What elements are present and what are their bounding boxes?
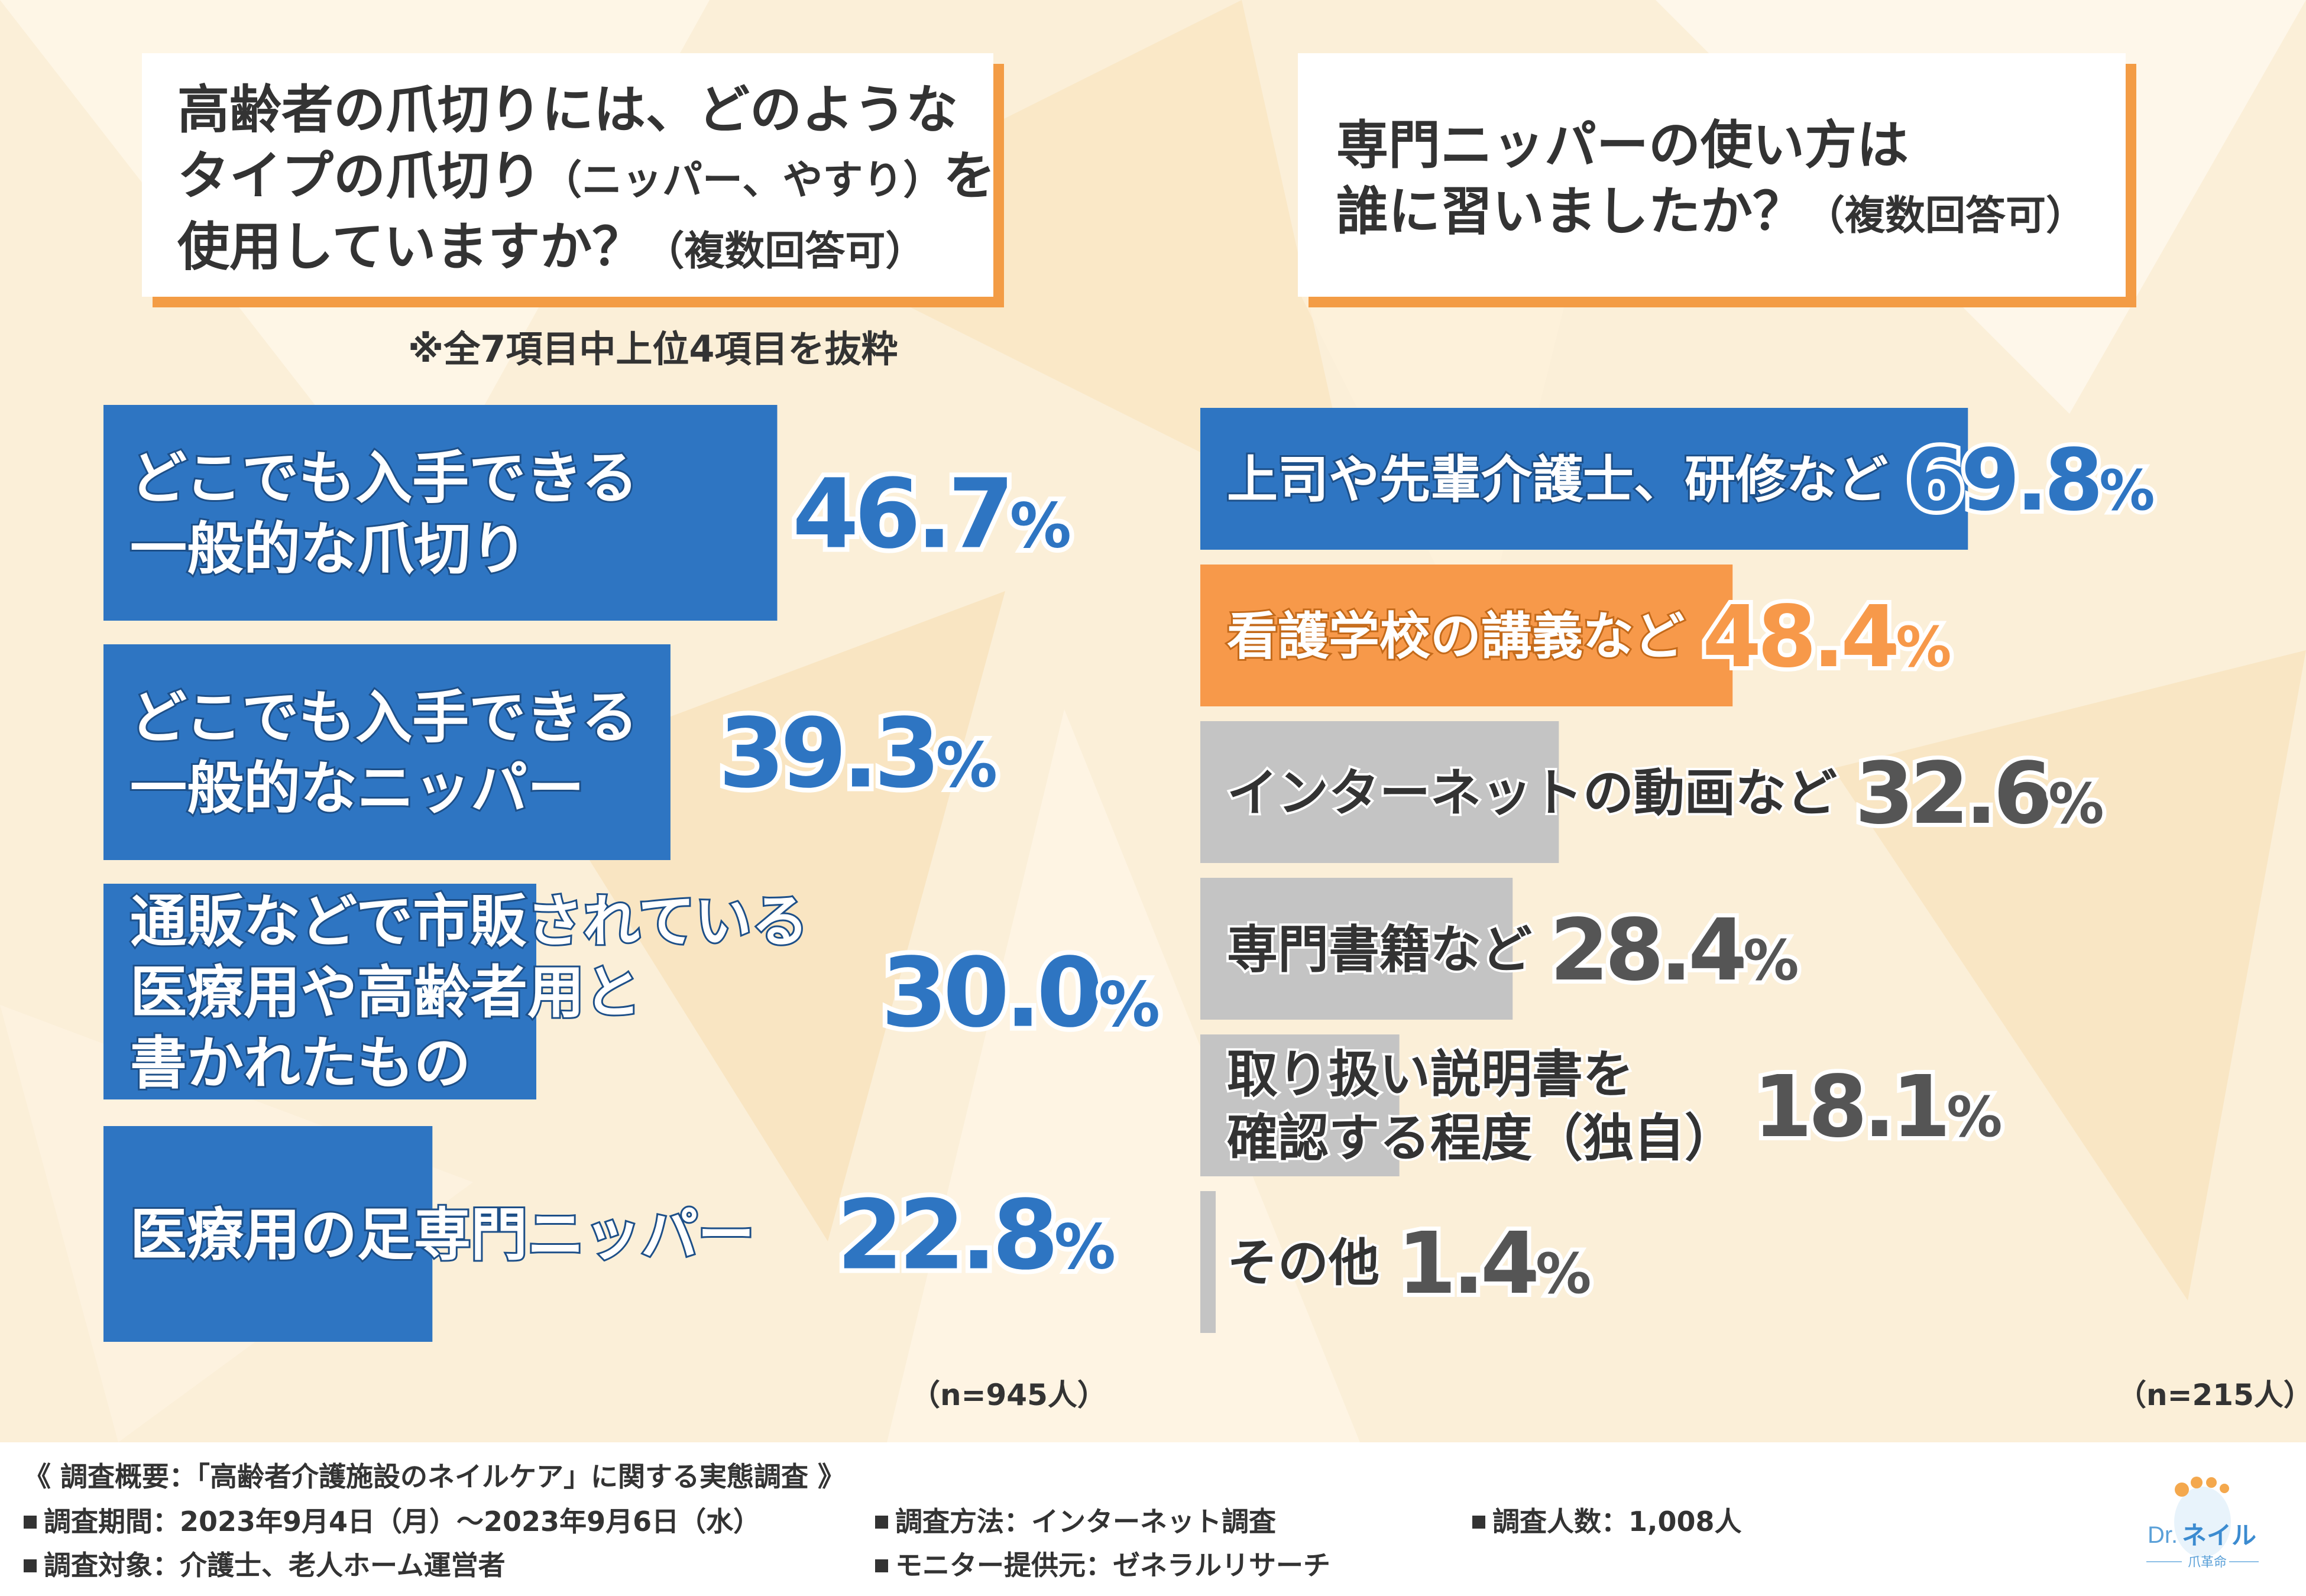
footer-item-period: 調査期間：2023年9月4日（月）〜2023年9月6日（水） [24,1500,760,1539]
left-question-line3-wrap: 使用していますか？（複数回答可） [177,214,995,285]
right-question-line2: 誰に習いましたか？ [1336,181,1805,242]
right-value-label-2: 48.4% [1702,587,1950,686]
left-question-line2-wrap: タイプの爪切り（ニッパー、やすり）を [177,143,995,214]
right-bar-label-6-line-1: その他 [1227,1234,1379,1293]
left-bar-label-3-line-2: 医療用や高齢者用と [130,959,641,1026]
right-value-label-1: 69.8% [1906,430,2153,530]
left-value-label-2: 39.3% [718,699,996,810]
left-bar-3 [103,884,536,1099]
footer-item-count-text: 調査人数：1,008人 [1492,1506,1742,1537]
left-value-number-4: 22.8 [837,1180,1054,1292]
footer-item-monitor: モニター提供元：ゼネラルリサーチ [875,1544,1330,1583]
left-bar-4 [103,1126,433,1342]
bullet-icon [24,1516,37,1529]
right-value-percent-4: % [1743,929,1797,993]
footer-title-text: 《 調査概要：「高齢者介護施設のネイルケア」に関する実態調査 》 [24,1461,846,1493]
left-bar-label-1-line-2: 一般的な爪切り [130,516,527,582]
bullet-icon [1472,1516,1485,1529]
left-bar-label-1-line-1: どこでも入手できる [130,445,638,511]
right-bar-2 [1200,565,1733,706]
footer-item-monitor-text: モニター提供元：ゼネラルリサーチ [895,1549,1330,1581]
right-bar-label-2-line-1: 看護学校の講義など [1227,607,1685,666]
left-bar-1 [103,405,778,621]
bullet-icon [24,1559,37,1572]
dr-nail-logo: Dr. ネイル 爪革命 [2140,1466,2265,1584]
right-bar-3 [1200,721,1559,863]
right-n-count: （n=215人） [2117,1378,2306,1412]
right-question-box [1298,53,2126,297]
left-question-wo: を [943,145,996,206]
right-value-label-5: 18.1% [1753,1057,2001,1156]
left-bar-label-2-line-1: どこでも入手できる [130,685,638,751]
left-bar-label-3-line-1: 通販などで市販されている [130,888,808,955]
right-bar-label-5-line-2: 確認する程度（独自） [1227,1109,1735,1168]
footer-item-target-text: 調査対象：介護士、老人ホーム運営者 [44,1549,506,1581]
footer-item-count: 調査人数：1,008人 [1472,1500,1742,1539]
right-value-number-2: 48.4 [1702,587,1896,686]
left-bar-label-3-line-3: 書かれたもの [130,1030,471,1097]
right-value-number-6: 1.4 [1397,1214,1536,1313]
right-question: 専門ニッパーの使い方は 誰に習いましたか？（複数回答可） [1336,112,2086,249]
right-value-percent-6: % [1536,1242,1590,1306]
right-value-number-5: 18.1 [1753,1057,1947,1156]
bullet-icon [875,1559,888,1572]
right-value-label-6: 1.4% [1397,1214,1590,1313]
left-question-paren1: （ニッパー、やすり） [542,157,944,204]
left-question-paren2: （複数回答可） [644,228,926,275]
left-question-line1: 高齢者の爪切りには、どのような [177,79,958,140]
footer-item-method: 調査方法：インターネット調査 [875,1500,1276,1539]
survey-footer: 《 調査概要：「高齢者介護施設のネイルケア」に関する実態調査 》 調査期間：20… [0,1442,2306,1596]
right-bar-label-3-line-1: インターネットの動画など [1227,764,1837,823]
left-value-label-1: 46.7% [792,459,1070,570]
left-value-percent-3: % [1099,969,1158,1041]
right-question-line1: 専門ニッパーの使い方は [1336,115,1909,176]
footer-title: 《 調査概要：「高齢者介護施設のネイルケア」に関する実態調査 》 [24,1455,845,1494]
left-question-line3: 使用していますか？ [177,216,644,277]
left-value-number-2: 39.3 [718,699,936,810]
right-value-percent-5: % [1947,1085,2001,1150]
right-value-percent-3: % [2048,772,2103,836]
left-value-number-1: 46.7 [792,459,1010,570]
left-value-percent-4: % [1054,1211,1114,1283]
left-bar-label-2-line-2: 一般的なニッパー [130,755,584,822]
right-bar-6 [1200,1191,1216,1333]
right-bar-label-5-line-1: 取り扱い説明書を [1227,1045,1634,1104]
footer-item-method-text: 調査方法：インターネット調査 [895,1506,1276,1537]
left-question-box [142,53,993,297]
logo-dr: Dr. [2148,1522,2178,1548]
right-bar-label-1-line-1: 上司や先輩介護士、研修など [1227,450,1888,510]
right-value-label-3: 32.6% [1855,744,2103,843]
left-question-line2: タイプの爪切り [177,145,542,206]
left-value-percent-2: % [936,729,996,802]
right-bar-4 [1200,878,1513,1020]
bullet-icon [875,1516,888,1529]
right-value-number-3: 32.6 [1855,744,2048,843]
right-bar-label-4-line-1: 専門書籍など [1227,920,1532,979]
right-value-number-1: 69.8 [1906,430,2099,530]
foot-logo-icon: Dr. ネイル 爪革命 [2146,1477,2259,1570]
left-value-label-4: 22.8% [837,1180,1114,1292]
footer-item-period-text: 調査期間：2023年9月4日（月）〜2023年9月6日（水） [44,1506,761,1537]
logo-tagline: 爪革命 [2188,1555,2227,1570]
right-bar-1 [1200,408,1968,550]
footer-item-target: 調査対象：介護士、老人ホーム運営者 [24,1544,506,1583]
left-value-number-3: 30.0 [881,938,1099,1049]
right-bar-5 [1200,1034,1400,1176]
left-value-percent-1: % [1010,490,1070,562]
right-value-label-4: 28.4% [1550,900,1797,1000]
left-question: 高齢者の爪切りには、どのような タイプの爪切り（ニッパー、やすり）を 使用してい… [177,77,995,285]
right-value-percent-2: % [1896,615,1950,680]
right-question-paren: （複数回答可） [1805,193,2087,239]
left-n-count: （n=945人） [911,1378,1107,1412]
right-value-number-4: 28.4 [1550,900,1744,1000]
left-note: ※全7項目中上位4項目を抜粋 [408,327,898,371]
logo-nail: ネイル [2182,1521,2256,1550]
left-bar-2 [103,644,671,860]
left-bar-label-4-line-1: 医療用の足専門ニッパー [130,1202,754,1268]
right-question-line2-wrap: 誰に習いましたか？（複数回答可） [1336,179,2086,249]
right-value-percent-1: % [2099,459,2153,523]
left-value-label-3: 30.0% [881,938,1158,1049]
